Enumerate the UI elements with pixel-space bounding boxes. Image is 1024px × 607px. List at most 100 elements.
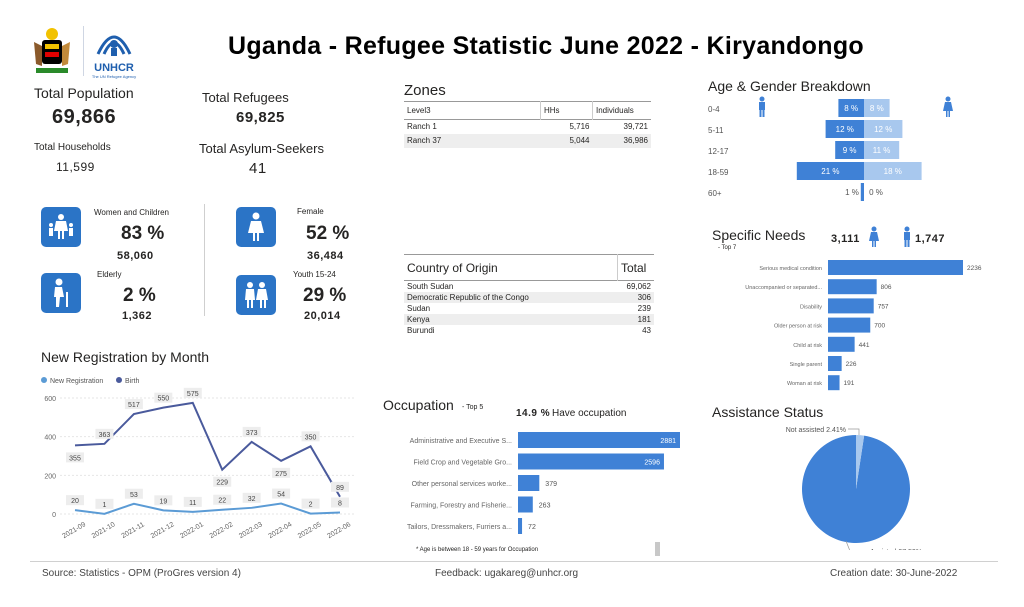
legend-label-birth: Birth [125, 378, 140, 385]
occupation-category-label: Tailors, Dressmakers, Furriers a... [407, 524, 512, 531]
new-registration-data-label: 1 [102, 502, 106, 509]
male-bar [835, 141, 864, 159]
specific-needs-female-total: 3,111 [831, 233, 860, 245]
origin-table: Country of Origin Total South Sudan 69,06… [404, 254, 654, 336]
needs-value-label: 191 [844, 380, 855, 387]
table-row[interactable]: Kenya 181 [404, 314, 654, 325]
x-tick-label: 2022-02 [209, 521, 235, 540]
origin-header-total[interactable]: Total [621, 260, 647, 275]
male-pct-label: 9 % [843, 146, 857, 155]
pie-slice-not-assisted [856, 435, 865, 489]
scrollbar[interactable] [655, 542, 660, 556]
birth-data-label: 517 [128, 402, 140, 409]
x-tick-label: 2021-11 [120, 521, 145, 540]
needs-category-label: Serious medical condition [759, 266, 822, 272]
needs-bar [828, 317, 871, 333]
data-label-bg [213, 476, 232, 487]
y-tick-label: 0 [52, 512, 56, 519]
zone-hhs: 5,044 [569, 136, 590, 145]
youth-count: 20,014 [304, 310, 341, 322]
women-children-count: 58,060 [117, 250, 154, 262]
age-gender-title: Age & Gender Breakdown [708, 78, 871, 94]
zone-individuals: 36,986 [623, 136, 648, 145]
needs-bar [828, 375, 840, 391]
new-registration-data-label: 8 [338, 500, 342, 507]
occupation-bar [518, 496, 533, 513]
origin-header-country[interactable]: Country of Origin [404, 254, 618, 281]
birth-data-label: 550 [157, 396, 169, 403]
registration-title: New Registration by Month [41, 349, 210, 365]
legend-marker-new-registration [41, 377, 47, 383]
asylum-seekers-label: Total Asylum-Seekers [199, 141, 324, 156]
origin-country: South Sudan [407, 282, 454, 291]
male-bar [838, 99, 864, 117]
zones-header-level[interactable]: Level3 [404, 101, 541, 120]
x-tick-label: 2022-01 [179, 521, 205, 540]
x-tick-label: 2021-12 [150, 521, 176, 540]
footer-feedback[interactable]: Feedback: ugakareg@unhcr.org [435, 568, 579, 579]
new-registration-data-label: 19 [159, 498, 167, 505]
occupation-value-label: 263 [539, 503, 551, 510]
occupation-bar [518, 453, 664, 470]
age-group-label: 0-4 [708, 105, 720, 114]
data-label-bg [124, 488, 143, 499]
zone-individuals: 39,721 [623, 122, 648, 132]
needs-bar [828, 279, 877, 295]
needs-category-label: Single parent [790, 362, 823, 368]
page-title: Uganda - Refugee Statistic June 2022 - K… [228, 32, 864, 60]
new-registration-data-label: 11 [189, 500, 196, 507]
data-label-bg [95, 428, 114, 439]
male-bar [825, 120, 864, 138]
new-registration-data-label: 53 [130, 492, 138, 499]
zones-header-hhs[interactable]: HHs [540, 101, 593, 120]
origin-country: Kenya [407, 315, 430, 324]
zones-table: Level3 HHs Individuals Ranch 1 5,716 39,… [404, 101, 651, 148]
data-label-bg [154, 392, 173, 403]
data-label-bg [272, 488, 291, 499]
table-row[interactable]: Burundi 43 [404, 325, 654, 336]
table-row[interactable]: South Sudan 69,062 [404, 281, 654, 293]
data-label-bg [124, 399, 143, 410]
female-bar [864, 120, 903, 138]
elderly-pct: 2 % [123, 285, 156, 306]
women-children-icon [41, 207, 81, 247]
zones-header-individuals[interactable]: Individuals [596, 106, 634, 115]
age-group-label: 60+ [708, 189, 722, 198]
occupation-category-label: Farming, Forestry and Fisherie... [410, 503, 512, 510]
origin-total: 43 [642, 326, 651, 335]
x-tick-label: 2022-06 [326, 521, 352, 540]
y-tick-label: 200 [44, 473, 56, 480]
occupation-have-label: Have occupation [552, 408, 627, 419]
needs-value-label: 757 [878, 303, 889, 310]
female-bar [864, 162, 922, 180]
male-bar [796, 162, 864, 180]
birth-data-label: 373 [246, 430, 258, 437]
data-label-bg [66, 495, 84, 506]
female-icon [868, 226, 880, 253]
data-label-bg [301, 498, 320, 509]
data-label-bg [301, 431, 320, 442]
x-tick-label: 2022-05 [297, 521, 323, 540]
needs-value-label: 806 [881, 284, 892, 291]
assisted-leader-line [845, 540, 850, 550]
zone-name: Ranch 37 [407, 136, 442, 145]
table-row[interactable]: Ranch 1 5,716 39,721 [404, 120, 651, 134]
assistance-pie-chart: Not assisted 2.41% Assisted 97.59% [786, 427, 922, 550]
female-count: 36,484 [307, 250, 344, 262]
x-tick-label: 2022-03 [238, 521, 264, 540]
data-label-bg [95, 498, 114, 509]
table-row[interactable]: Sudan 239 [404, 303, 654, 314]
needs-bar [828, 260, 963, 275]
needs-value-label: 2236 [967, 265, 982, 272]
female-icon [236, 207, 276, 247]
table-row[interactable]: Democratic Republic of the Congo 306 [404, 292, 654, 303]
male-bar [860, 183, 864, 201]
new-registration-data-label: 32 [248, 496, 256, 503]
table-row[interactable]: Ranch 37 5,044 36,986 [404, 133, 651, 148]
new-registration-data-label: 2 [309, 502, 313, 509]
occupation-title: Occupation [383, 397, 454, 413]
tiles-divider [204, 204, 205, 316]
data-label-bg [154, 495, 173, 506]
origin-country: Burundi [407, 326, 435, 335]
